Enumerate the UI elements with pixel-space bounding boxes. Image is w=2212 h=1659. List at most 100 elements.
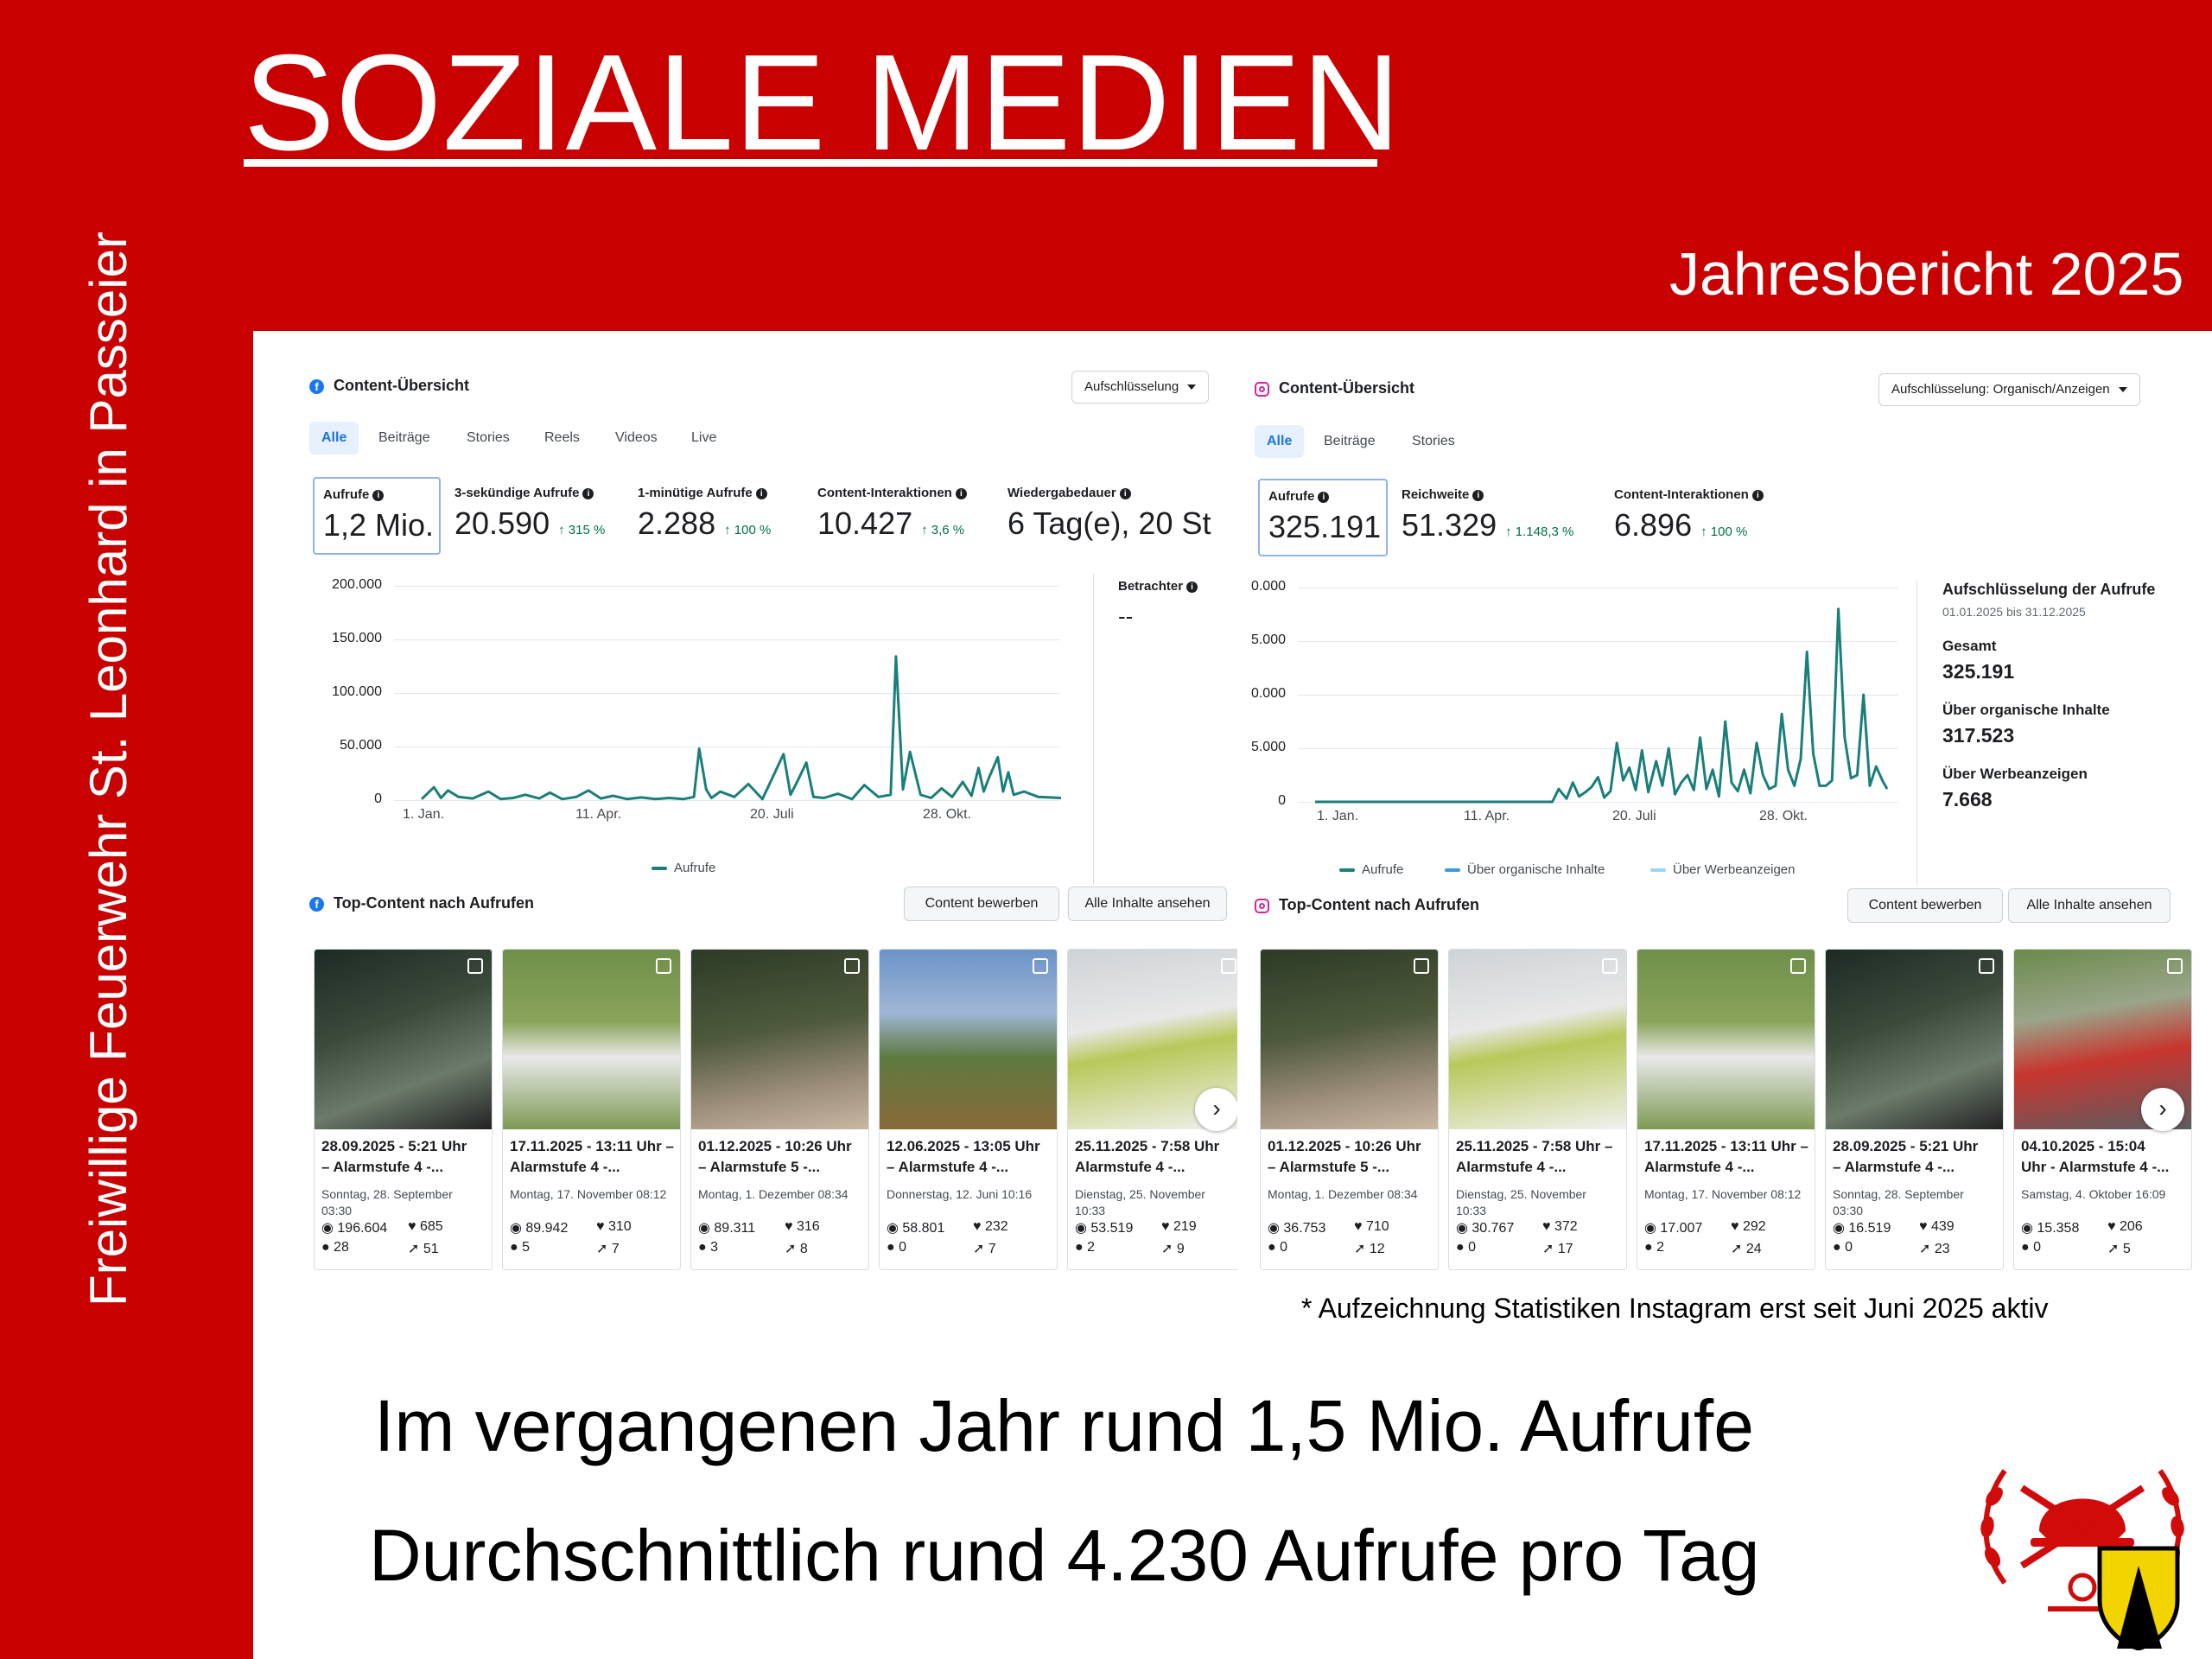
post-card[interactable]: › 04.10.2025 - 15:04 Uhr - Alarmstufe 4 -.…: [2013, 949, 2192, 1270]
metric-views[interactable]: Aufrufe i 325.191: [1258, 479, 1388, 556]
chart-legend-item: Über Werbeanzeigen: [1650, 862, 1795, 877]
post-thumbnail[interactable]: [1261, 950, 1438, 1129]
metric-label: 1-minütige Aufrufe i: [638, 486, 793, 500]
post-card[interactable]: 01.12.2025 - 10:26 Uhr – Alarmstufe 5 -..…: [1260, 949, 1439, 1270]
eye-icon: ◉: [887, 1221, 903, 1236]
gridline: [1298, 748, 1897, 749]
post-card[interactable]: 17.11.2025 - 13:11 Uhr – Alarmstufe 4 -..…: [1637, 949, 1815, 1270]
likes-stat: ♥ 310: [596, 1219, 632, 1235]
post-title: 28.09.2025 - 5:21 Uhr: [1833, 1138, 1979, 1154]
chevron-right-icon[interactable]: ›: [1195, 1088, 1238, 1131]
post-card[interactable]: 25.11.2025 - 7:58 Uhr – Alarmstufe 4 -...…: [1448, 949, 1627, 1270]
heart-icon: ♥: [785, 1219, 797, 1234]
y-tick-label: 150.000: [332, 631, 382, 645]
stat-value: 710: [1365, 1219, 1389, 1234]
breakdown-dropdown[interactable]: Aufschlüsselung: Organisch/Anzeigen: [1878, 373, 2140, 406]
metric-change: ↑ 3,6 %: [921, 523, 965, 537]
post-date-line: Montag, 1. Dezember 08:34: [698, 1187, 849, 1201]
metric-label-text: 3-sekündige Aufrufe: [454, 486, 580, 500]
x-tick-label: 11. Apr.: [1464, 809, 1510, 823]
post-thumbnail[interactable]: [880, 950, 1057, 1129]
tab-alle[interactable]: Alle: [309, 422, 359, 454]
tab-stories[interactable]: Stories: [467, 430, 510, 445]
post-thumbnail[interactable]: [1826, 950, 2003, 1129]
stat-value: 0: [1845, 1240, 1853, 1255]
post-date-line: Montag, 17. November 08:12: [510, 1187, 667, 1201]
legend-label: Aufrufe: [1362, 862, 1404, 877]
stat-value: 58.801: [902, 1221, 945, 1236]
panel-title: Content-Übersicht: [1279, 379, 1414, 397]
metric-reach[interactable]: Reichweite i 51.329 ↑ 1.148,3 %: [1393, 479, 1600, 556]
metric-value: 2.288 ↑ 100 %: [638, 505, 793, 542]
carousel-icon: [1602, 958, 1618, 974]
stat-value: 15.358: [2037, 1221, 2080, 1236]
eye-icon: ◉: [321, 1221, 338, 1236]
post-card[interactable]: 12.06.2025 - 13:05 Uhr – Alarmstufe 4 -..…: [879, 949, 1058, 1270]
metric-3s-views[interactable]: 3-sekündige Aufrufe i 20.590 ↑ 315 %: [446, 477, 627, 555]
metric-views[interactable]: Aufrufe i 1,2 Mio.: [313, 477, 441, 555]
metric-value: 1,2 Mio.: [323, 507, 435, 543]
tab-videos[interactable]: Videos: [615, 430, 658, 445]
stat-value: 53.519: [1090, 1221, 1134, 1236]
post-card[interactable]: 17.11.2025 - 13:11 Uhr – Alarmstufe 4 -..…: [502, 949, 681, 1270]
views-stat: ◉ 196.604: [321, 1219, 387, 1236]
post-date: Sonntag, 28. September 03:30: [321, 1186, 490, 1219]
post-title: 01.12.2025 - 10:26 Uhr: [1268, 1138, 1421, 1154]
post-time-line: 10:33: [1075, 1204, 1106, 1217]
breakdown-title: Aufschlüsselung der Aufrufe: [1942, 581, 2156, 598]
series-line-aufrufe: [420, 655, 1062, 801]
promote-content-button[interactable]: Content bewerben: [1847, 888, 2003, 923]
post-card[interactable]: 01.12.2025 - 10:26 Uhr – Alarmstufe 5 -..…: [690, 949, 869, 1270]
tab-alle[interactable]: Alle: [1255, 425, 1305, 458]
metric-interactions[interactable]: Content-Interaktionen i 10.427 ↑ 3,6 %: [809, 477, 999, 555]
legend-swatch: [652, 867, 667, 871]
post-card[interactable]: 28.09.2025 - 5:21 Uhr – Alarmstufe 4 -...…: [314, 949, 493, 1270]
promote-content-button[interactable]: Content bewerben: [904, 887, 1059, 921]
y-tick-label: 0.000: [1250, 579, 1286, 594]
breakdown-value: 325.191: [1942, 660, 2015, 683]
post-thumbnail[interactable]: [691, 950, 868, 1129]
view-all-content-button[interactable]: Alle Inhalte ansehen: [1068, 887, 1227, 921]
share-icon: ➚: [1542, 1242, 1558, 1256]
post-card[interactable]: 28.09.2025 - 5:21 Uhr – Alarmstufe 4 -...…: [1825, 949, 2004, 1270]
y-tick-label: 0: [374, 791, 382, 806]
info-icon: i: [1186, 582, 1198, 593]
metric-value: 51.329 ↑ 1.148,3 %: [1402, 507, 1592, 543]
view-all-content-button[interactable]: Alle Inhalte ansehen: [2008, 888, 2171, 923]
breakdown-label: Über Werbeanzeigen: [1942, 766, 2088, 782]
tab-beitraege[interactable]: Beiträge: [1324, 434, 1376, 448]
eye-icon: ◉: [510, 1221, 526, 1236]
carousel-icon: [656, 958, 671, 974]
chevron-right-icon[interactable]: ›: [2141, 1088, 2184, 1131]
post-thumbnail[interactable]: [503, 950, 680, 1129]
tab-beitraege[interactable]: Beiträge: [378, 430, 430, 445]
legend-swatch: [1650, 868, 1666, 873]
breakdown-dropdown[interactable]: Aufschlüsselung: [1071, 371, 1210, 404]
post-title: 17.11.2025 - 13:11 Uhr –: [510, 1138, 674, 1154]
legend-label: Über Werbeanzeigen: [1673, 862, 1796, 877]
tab-reels[interactable]: Reels: [544, 430, 580, 445]
share-icon: ➚: [1161, 1242, 1177, 1256]
post-title-line2: Uhr - Alarmstufe 4 -...: [2021, 1159, 2170, 1175]
tab-stories[interactable]: Stories: [1412, 434, 1455, 448]
shares-stat: ➚ 17: [1542, 1240, 1573, 1257]
heart-icon: ♥: [1542, 1219, 1554, 1234]
post-date-line: Donnerstag, 12. Juni 10:16: [887, 1187, 1033, 1201]
post-thumbnail[interactable]: [1637, 950, 1815, 1129]
carousel-icon: [1414, 958, 1429, 974]
post-card[interactable]: › 25.11.2025 - 7:58 Uhr Alarmstufe 4 -... D…: [1067, 949, 1246, 1270]
metric-1m-views[interactable]: 1-minütige Aufrufe i 2.288 ↑ 100 %: [629, 477, 802, 555]
shares-stat: ➚ 5: [2107, 1240, 2131, 1257]
post-thumbnail[interactable]: [1449, 950, 1626, 1129]
metric-watch-time[interactable]: Wiedergabedauer i 6 Tag(e), 20 St: [999, 477, 1224, 555]
post-thumbnail[interactable]: [315, 950, 492, 1129]
stat-value: 0: [1468, 1240, 1477, 1255]
share-icon: ➚: [596, 1242, 612, 1256]
comments-stat: ● 5: [510, 1240, 530, 1255]
metric-interactions[interactable]: Content-Interaktionen i 6.896 ↑ 100 %: [1605, 479, 1813, 556]
y-tick-label: 0: [1278, 793, 1286, 808]
tab-live[interactable]: Live: [691, 430, 717, 445]
stat-value: 439: [1930, 1219, 1955, 1234]
stat-value: 36.753: [1283, 1221, 1326, 1236]
stat-value: 8: [799, 1242, 808, 1256]
